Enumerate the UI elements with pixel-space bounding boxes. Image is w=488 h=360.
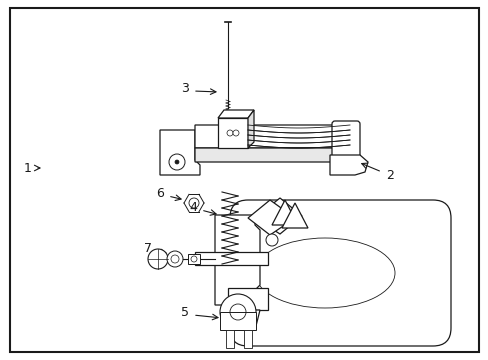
Polygon shape — [254, 198, 302, 234]
Bar — [187, 254, 200, 264]
Polygon shape — [247, 110, 253, 148]
Text: 1: 1 — [24, 162, 32, 175]
Bar — [220, 312, 256, 330]
Polygon shape — [218, 118, 247, 148]
Polygon shape — [195, 125, 351, 148]
Text: 6: 6 — [156, 186, 163, 199]
Text: 7: 7 — [143, 242, 152, 255]
Polygon shape — [227, 288, 267, 310]
Polygon shape — [247, 200, 294, 235]
Text: 2: 2 — [385, 168, 393, 181]
FancyBboxPatch shape — [229, 200, 450, 346]
Polygon shape — [195, 252, 267, 265]
Polygon shape — [218, 110, 253, 118]
Polygon shape — [215, 215, 260, 305]
Circle shape — [169, 154, 184, 170]
Circle shape — [167, 251, 183, 267]
Polygon shape — [329, 155, 367, 175]
Polygon shape — [195, 142, 354, 162]
Polygon shape — [271, 200, 297, 225]
Circle shape — [175, 160, 179, 164]
Text: 5: 5 — [181, 306, 189, 319]
Circle shape — [148, 249, 168, 269]
Text: 4: 4 — [189, 201, 197, 213]
FancyBboxPatch shape — [331, 121, 359, 165]
Bar — [244, 330, 251, 348]
Text: 3: 3 — [181, 81, 188, 95]
Circle shape — [232, 130, 239, 136]
Bar — [225, 330, 234, 348]
Circle shape — [220, 294, 256, 330]
Polygon shape — [160, 130, 200, 175]
Polygon shape — [282, 203, 307, 228]
Circle shape — [226, 130, 232, 136]
Polygon shape — [235, 310, 260, 330]
Circle shape — [265, 234, 278, 246]
